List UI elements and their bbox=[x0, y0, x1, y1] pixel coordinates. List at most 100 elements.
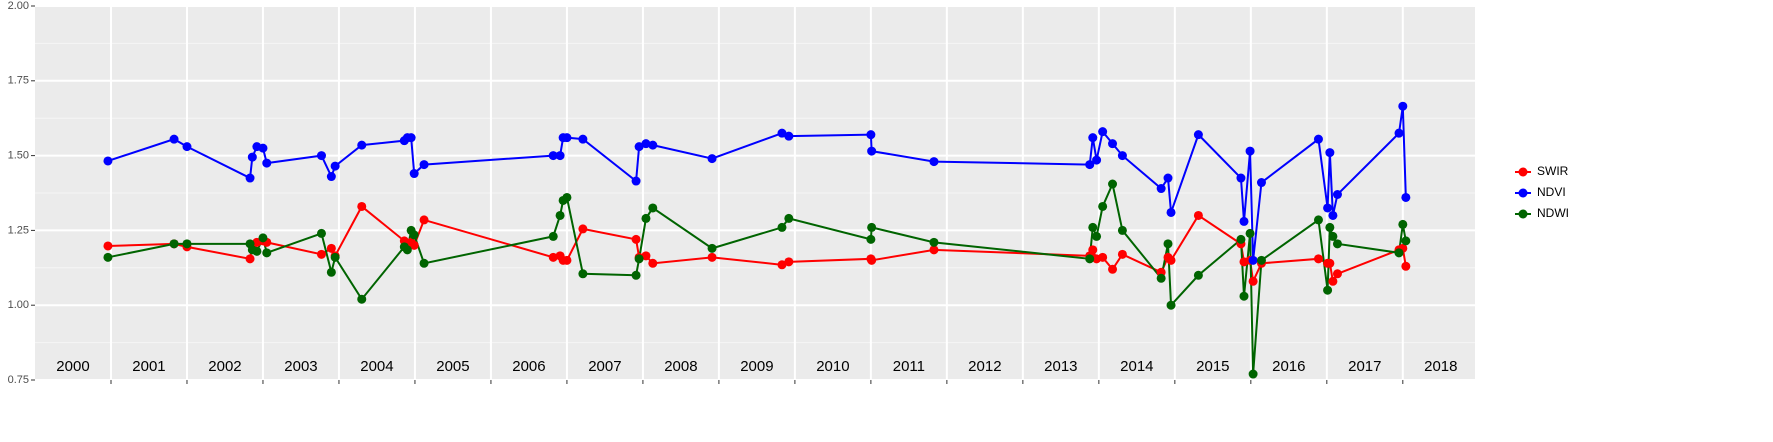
point bbox=[1193, 210, 1203, 220]
year-label: 2015 bbox=[1196, 358, 1229, 375]
point bbox=[326, 172, 336, 182]
point bbox=[555, 210, 565, 220]
legend-label: NDWI bbox=[1537, 206, 1569, 220]
point bbox=[1401, 236, 1411, 246]
point bbox=[258, 143, 268, 153]
point bbox=[252, 246, 262, 256]
point bbox=[1401, 192, 1411, 202]
point bbox=[929, 245, 939, 255]
year-label: 2014 bbox=[1120, 358, 1153, 375]
legend-label: SWIR bbox=[1537, 164, 1569, 178]
point bbox=[409, 230, 419, 240]
point bbox=[103, 252, 113, 262]
point bbox=[866, 234, 876, 244]
y-tick-label: 1.75 bbox=[8, 75, 29, 87]
point bbox=[245, 254, 255, 264]
point bbox=[330, 161, 340, 171]
point bbox=[634, 254, 644, 264]
point bbox=[1256, 255, 1266, 265]
point bbox=[182, 239, 192, 249]
point bbox=[326, 243, 336, 253]
point bbox=[641, 213, 651, 223]
point bbox=[866, 130, 876, 140]
year-label: 2000 bbox=[56, 358, 89, 375]
point bbox=[1328, 210, 1338, 220]
point bbox=[784, 131, 794, 141]
point bbox=[631, 270, 641, 280]
point bbox=[555, 151, 565, 161]
point bbox=[548, 252, 558, 262]
point bbox=[419, 215, 429, 225]
point bbox=[578, 224, 588, 234]
point bbox=[562, 133, 572, 143]
point bbox=[1323, 285, 1333, 295]
point bbox=[631, 234, 641, 244]
point bbox=[648, 258, 658, 268]
point bbox=[245, 173, 255, 183]
point bbox=[562, 192, 572, 202]
point bbox=[169, 239, 179, 249]
y-tick-label: 1.25 bbox=[8, 224, 29, 236]
point bbox=[562, 255, 572, 265]
point bbox=[1313, 254, 1323, 264]
point bbox=[1239, 216, 1249, 226]
point bbox=[631, 176, 641, 186]
point bbox=[1092, 231, 1102, 241]
point bbox=[1239, 291, 1249, 301]
point bbox=[419, 160, 429, 170]
point bbox=[1248, 255, 1258, 265]
year-label: 2017 bbox=[1348, 358, 1381, 375]
point bbox=[1248, 369, 1258, 379]
point bbox=[1092, 155, 1102, 165]
y-tick-label: 1.50 bbox=[8, 150, 29, 162]
point bbox=[1163, 239, 1173, 249]
year-label: 2012 bbox=[968, 358, 1001, 375]
point bbox=[634, 142, 644, 152]
point bbox=[777, 128, 787, 138]
point bbox=[1156, 184, 1166, 194]
point bbox=[1117, 151, 1127, 161]
point bbox=[1108, 139, 1118, 149]
year-label: 2008 bbox=[664, 358, 697, 375]
point bbox=[357, 294, 367, 304]
point bbox=[1323, 203, 1333, 213]
point bbox=[784, 213, 794, 223]
point bbox=[1401, 261, 1411, 271]
y-tick-label: 2.00 bbox=[8, 0, 29, 12]
point bbox=[1245, 228, 1255, 238]
year-label: 2006 bbox=[512, 358, 545, 375]
point bbox=[1328, 231, 1338, 241]
point bbox=[182, 142, 192, 152]
year-label: 2013 bbox=[1044, 358, 1077, 375]
point bbox=[578, 269, 588, 279]
point bbox=[262, 158, 272, 168]
year-label: 2016 bbox=[1272, 358, 1305, 375]
point bbox=[357, 201, 367, 211]
point bbox=[1117, 249, 1127, 259]
point bbox=[1098, 127, 1108, 137]
point bbox=[1325, 258, 1335, 268]
point bbox=[316, 151, 326, 161]
point bbox=[1332, 189, 1342, 199]
y-tick-label: 0.75 bbox=[8, 374, 29, 386]
year-label: 2004 bbox=[360, 358, 393, 375]
point bbox=[1248, 276, 1258, 286]
point bbox=[777, 222, 787, 232]
point bbox=[357, 140, 367, 150]
point bbox=[1394, 248, 1404, 258]
point bbox=[1166, 300, 1176, 310]
point bbox=[707, 243, 717, 253]
point bbox=[1236, 234, 1246, 244]
point bbox=[1328, 276, 1338, 286]
point bbox=[247, 152, 257, 162]
point bbox=[548, 151, 558, 161]
year-label: 2018 bbox=[1424, 358, 1457, 375]
point bbox=[1085, 254, 1095, 264]
point bbox=[1156, 273, 1166, 283]
point bbox=[316, 249, 326, 259]
point bbox=[548, 231, 558, 241]
point bbox=[1236, 173, 1246, 183]
point bbox=[409, 169, 419, 179]
point bbox=[326, 267, 336, 277]
